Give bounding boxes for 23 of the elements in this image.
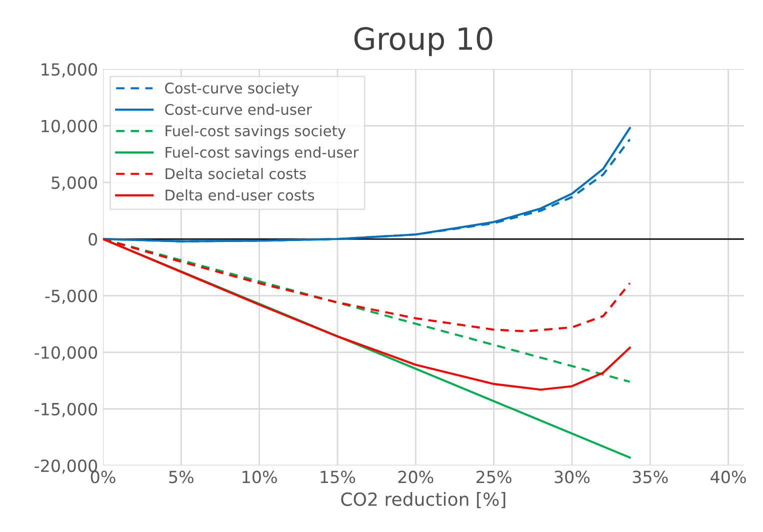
y-tick-label: 15,000 [42, 63, 98, 78]
x-tick-label: 20% [398, 470, 434, 484]
y-tick-label: -10,000 [34, 346, 98, 361]
legend-label: Fuel-cost savings end-user [166, 146, 359, 161]
legend-label: Cost-curve end-user [165, 104, 312, 115]
y-tick-label: -15,000 [34, 402, 98, 418]
x-axis-title: CO2 reduction [%] [341, 492, 506, 508]
x-tick-label: 10% [242, 470, 277, 484]
chart-title: Group 10 [354, 27, 492, 56]
x-tick-label: 5% [169, 470, 194, 484]
y-tick-label: 0 [88, 232, 98, 246]
x-tick-label: 35% [632, 470, 668, 484]
y-tick-label: 5,000 [52, 176, 98, 191]
x-tick-label: 30% [554, 470, 590, 484]
legend-label: Fuel-cost savings society [166, 125, 346, 140]
legend-label: Delta societal costs [166, 168, 306, 180]
x-tick-label: 40% [710, 470, 746, 484]
y-tick-label: 10,000 [42, 120, 98, 134]
legend-label: Delta end-user costs [166, 189, 314, 201]
x-tick-label: 25% [476, 470, 512, 484]
legend-label: Cost-curve society [165, 82, 299, 96]
x-tick-label: 15% [320, 470, 356, 484]
y-tick-label: -5,000 [45, 290, 98, 304]
